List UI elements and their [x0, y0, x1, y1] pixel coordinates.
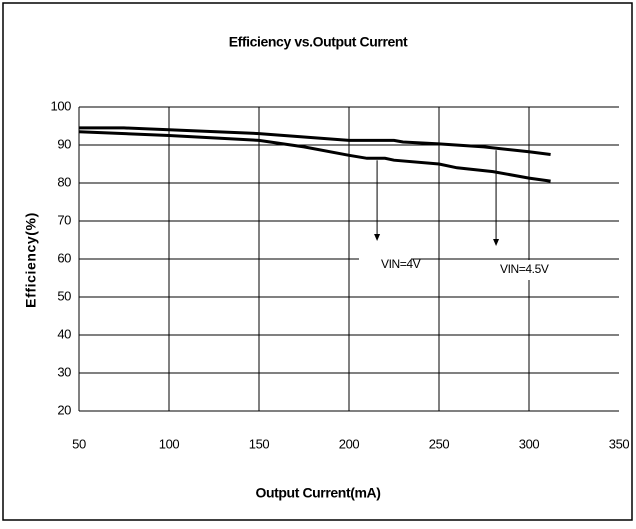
annotation-box [478, 260, 542, 280]
series-line [78, 130, 551, 183]
x-tick-label: 350 [609, 436, 630, 451]
x-tick-label: 250 [429, 436, 450, 451]
y-tick-label: 80 [57, 174, 71, 189]
y-tick-label: 30 [57, 364, 71, 379]
arrow-head [493, 239, 500, 246]
x-tick-label: 200 [339, 436, 360, 451]
x-tick-label: 150 [249, 436, 270, 451]
x-axis-label: Output Current(mA) [255, 485, 380, 501]
frame [2, 2, 633, 521]
y-tick-label: 70 [57, 212, 71, 227]
chart-title: Efficiency vs.Output Current [229, 34, 408, 50]
y-tick-label: 100 [51, 98, 72, 113]
y-tick-label: 20 [57, 402, 71, 417]
annotation-box [359, 255, 411, 275]
legend-label: VIN=4.5V [500, 262, 549, 276]
y-axis-label: Efficiency(%) [23, 212, 39, 308]
y-tick-label: 60 [57, 250, 71, 265]
x-tick-label: 100 [159, 436, 180, 451]
y-tick-label: 40 [57, 326, 71, 341]
y-tick-label: 50 [57, 288, 71, 303]
x-tick-label: 50 [72, 436, 86, 451]
legend-label: VIN=4V [381, 257, 421, 271]
y-tick-label: 90 [57, 136, 71, 151]
series-line [79, 126, 551, 156]
arrow-head [374, 234, 381, 241]
x-tick-label: 300 [519, 436, 540, 451]
